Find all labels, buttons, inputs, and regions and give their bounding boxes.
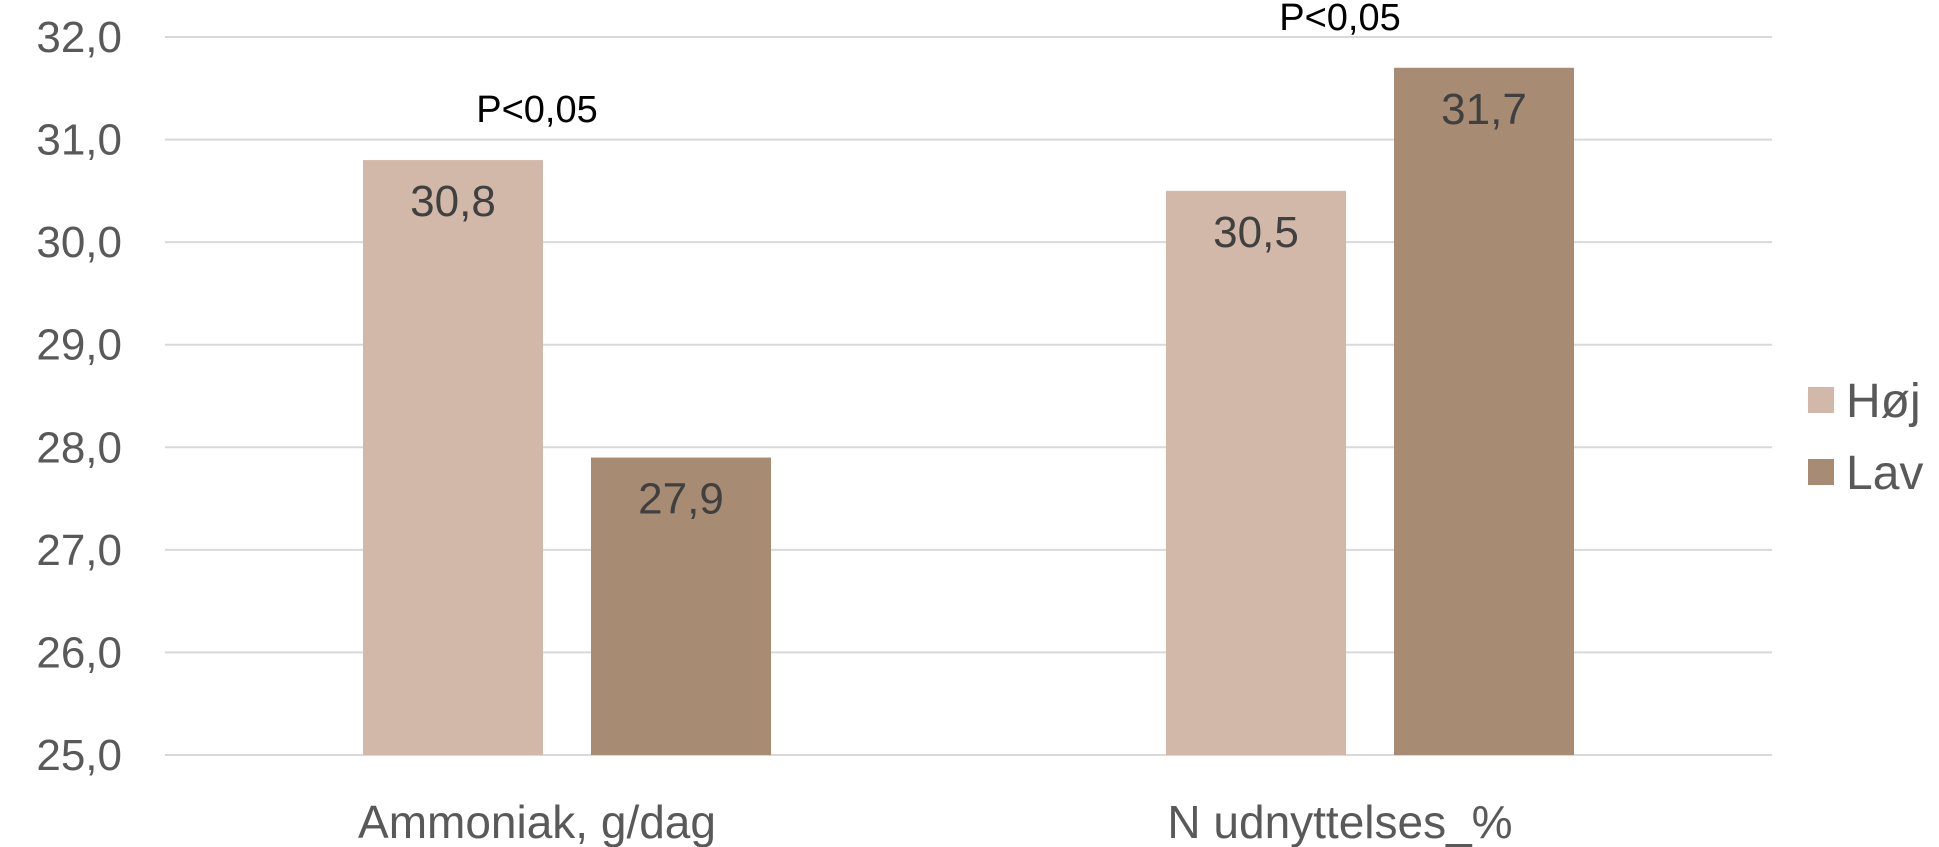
- y-tick-label: 29,0: [36, 321, 122, 370]
- data-label: 27,9: [638, 475, 724, 524]
- data-label: 31,7: [1441, 85, 1527, 134]
- legend-swatch-høj: [1808, 387, 1834, 413]
- y-tick-label: 25,0: [36, 731, 122, 780]
- y-tick-label: 28,0: [36, 423, 122, 472]
- legend-label: Høj: [1846, 375, 1921, 428]
- bar-høj-1: [363, 160, 543, 756]
- y-tick-label: 32,0: [36, 13, 122, 62]
- bar-høj-2: [1166, 190, 1346, 755]
- significance-annotation: P<0,05: [1279, 0, 1401, 39]
- legend-swatch-lav: [1808, 459, 1834, 485]
- x-category-label: N udnyttelses_%: [1167, 796, 1512, 847]
- bar-lav-1: [591, 457, 771, 755]
- y-tick-label: 26,0: [36, 628, 122, 677]
- significance-annotation: P<0,05: [476, 89, 598, 131]
- data-label: 30,8: [410, 177, 496, 226]
- annotations: P<0,05 P<0,05: [476, 0, 1401, 131]
- bars: [363, 67, 1574, 756]
- data-labels: 30,8 30,5 27,9 31,7: [410, 85, 1527, 524]
- bar-lav-2: [1394, 67, 1574, 756]
- data-label: 30,5: [1213, 208, 1299, 257]
- x-axis-category-labels: Ammoniak, g/dag N udnyttelses_%: [358, 796, 1513, 847]
- legend-label: Lav: [1846, 447, 1923, 500]
- y-axis-tick-labels: 25,0 26,0 27,0 28,0 29,0 30,0 31,0 32,0: [36, 13, 122, 780]
- y-tick-label: 31,0: [36, 116, 122, 165]
- legend: Høj Lav: [1808, 375, 1923, 500]
- y-tick-label: 27,0: [36, 526, 122, 575]
- y-tick-label: 30,0: [36, 218, 122, 267]
- x-category-label: Ammoniak, g/dag: [358, 796, 716, 847]
